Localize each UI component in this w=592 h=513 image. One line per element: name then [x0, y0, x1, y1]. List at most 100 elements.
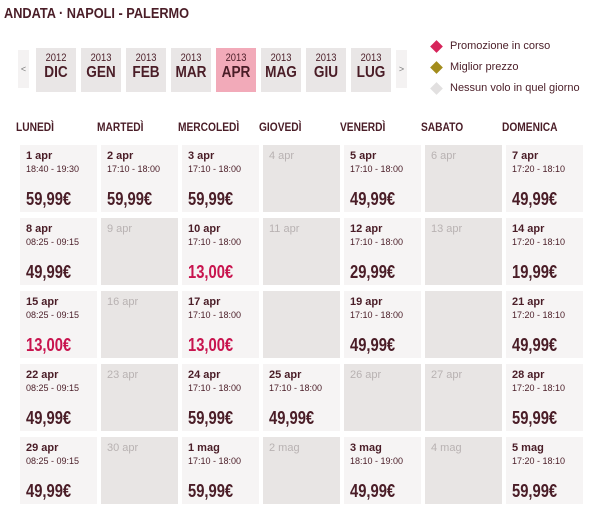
- date: 10 apr: [188, 223, 221, 235]
- day-cell: 9 apr: [101, 218, 178, 285]
- price: 49,99€: [269, 408, 315, 428]
- weekday: SABATO: [421, 120, 464, 134]
- price: 49,99€: [26, 262, 72, 282]
- year: 2013: [135, 52, 157, 64]
- year: 2013: [225, 52, 247, 64]
- day-cell[interactable]: 17 apr 17:10 - 18:00 13,00€: [182, 291, 259, 358]
- date: 2 mag: [269, 442, 300, 454]
- date: 9 apr: [107, 223, 133, 235]
- date: 26 apr: [350, 369, 382, 381]
- day-cell[interactable]: 10 apr 17:10 - 18:00 13,00€: [182, 218, 259, 285]
- day-cell[interactable]: 5 apr 17:10 - 18:00 49,99€: [344, 145, 421, 212]
- weekday: VENERDÌ: [340, 120, 386, 134]
- price: 13,00€: [188, 335, 234, 355]
- month-tab[interactable]: 2013 APR: [216, 48, 256, 92]
- month-tab[interactable]: 2013 GEN: [81, 48, 121, 92]
- month-tab[interactable]: 2013 LUG: [351, 48, 391, 92]
- price: 49,99€: [26, 408, 72, 428]
- day-cell[interactable]: 19 apr 17:10 - 18:00 49,99€: [344, 291, 421, 358]
- date: 1 mag: [188, 442, 220, 454]
- flight-time: 17:10 - 18:00: [188, 383, 242, 393]
- date: 22 apr: [26, 369, 59, 381]
- price: 59,99€: [512, 408, 558, 428]
- price: 13,00€: [26, 335, 72, 355]
- flight-time: 08:25 - 09:15: [26, 310, 80, 320]
- day-cell[interactable]: 3 mag 18:10 - 19:00 49,99€: [344, 437, 421, 504]
- day-cell: 4 apr: [263, 145, 340, 212]
- month: FEB: [132, 64, 160, 81]
- month-tab[interactable]: 2013 MAR: [171, 48, 211, 92]
- date: 15 apr: [26, 296, 59, 308]
- price: 59,99€: [188, 481, 234, 501]
- flight-time: 17:10 - 18:00: [350, 310, 404, 320]
- price: 59,99€: [107, 189, 153, 209]
- day-cell[interactable]: 29 apr 08:25 - 09:15 49,99€: [20, 437, 97, 504]
- weekday: LUNEDÌ: [16, 120, 54, 134]
- day-cell[interactable]: 2 apr 17:10 - 18:00 59,99€: [101, 145, 178, 212]
- date: 8 apr: [26, 223, 53, 235]
- month-tab[interactable]: 2013 FEB: [126, 48, 166, 92]
- legend-marker: [430, 61, 443, 74]
- flight-time: 08:25 - 09:15: [26, 237, 80, 247]
- day-cell: 4 mag: [425, 437, 502, 504]
- prev-arrow[interactable]: <: [18, 50, 29, 88]
- month: DIC: [44, 64, 68, 81]
- day-cell: 6 apr: [425, 145, 502, 212]
- price: 49,99€: [26, 481, 72, 501]
- price: 49,99€: [350, 335, 396, 355]
- day-cell[interactable]: 3 apr 17:10 - 18:00 59,99€: [182, 145, 259, 212]
- day-cell: 16 apr: [101, 291, 178, 358]
- price: 49,99€: [512, 335, 558, 355]
- month: GIU: [313, 64, 339, 81]
- date: 30 apr: [107, 442, 139, 454]
- price: 19,99€: [512, 262, 558, 282]
- date: 3 apr: [188, 150, 215, 162]
- day-cell[interactable]: 25 apr 17:10 - 18:00 49,99€: [263, 364, 340, 431]
- day-cell[interactable]: 1 mag 17:10 - 18:00 59,99€: [182, 437, 259, 504]
- day-cell[interactable]: 5 mag 17:20 - 18:10 59,99€: [506, 437, 583, 504]
- legend-label: Promozione in corso: [450, 40, 551, 52]
- weekday: MERCOLEDÌ: [178, 120, 240, 134]
- day-cell[interactable]: 1 apr 18:40 - 19:30 59,99€: [20, 145, 97, 212]
- flight-time: 17:10 - 18:00: [350, 164, 404, 174]
- date: 21 apr: [512, 296, 545, 308]
- flight-time: 17:20 - 18:10: [512, 310, 566, 320]
- day-cell[interactable]: 21 apr 17:20 - 18:10 49,99€: [506, 291, 583, 358]
- flight-time: 08:25 - 09:15: [26, 383, 80, 393]
- weekday: GIOVEDÌ: [259, 120, 302, 134]
- day-cell[interactable]: 15 apr 08:25 - 09:15 13,00€: [20, 291, 97, 358]
- year: 2012: [45, 52, 67, 64]
- year: 2013: [315, 52, 337, 64]
- year: 2013: [180, 52, 202, 64]
- day-cell[interactable]: 12 apr 17:10 - 18:00 29,99€: [344, 218, 421, 285]
- date: 7 apr: [512, 150, 539, 162]
- day-cell[interactable]: 7 apr 17:20 - 18:10 49,99€: [506, 145, 583, 212]
- day-cell[interactable]: 24 apr 17:10 - 18:00 59,99€: [182, 364, 259, 431]
- year: 2013: [360, 52, 382, 64]
- month-tab[interactable]: 2013 GIU: [306, 48, 346, 92]
- day-cell[interactable]: 8 apr 08:25 - 09:15 49,99€: [20, 218, 97, 285]
- date: 6 apr: [431, 150, 457, 162]
- flight-time: 17:10 - 18:00: [188, 237, 242, 247]
- day-cell: 30 apr: [101, 437, 178, 504]
- price: 49,99€: [350, 189, 396, 209]
- day-cell[interactable]: 28 apr 17:20 - 18:10 59,99€: [506, 364, 583, 431]
- price: 59,99€: [26, 189, 72, 209]
- price: 13,00€: [188, 262, 234, 282]
- flight-time: 17:20 - 18:10: [512, 456, 566, 466]
- flight-time: 17:10 - 18:00: [350, 237, 404, 247]
- date: 17 apr: [188, 296, 221, 308]
- day-cell[interactable]: 22 apr 08:25 - 09:15 49,99€: [20, 364, 97, 431]
- flight-time: 17:10 - 18:00: [188, 310, 242, 320]
- day-cell: 27 apr: [425, 364, 502, 431]
- date: 11 apr: [269, 223, 300, 235]
- month: GEN: [86, 64, 116, 81]
- next-arrow[interactable]: >: [396, 50, 407, 88]
- day-cell[interactable]: 14 apr 17:20 - 18:10 19,99€: [506, 218, 583, 285]
- month-tab[interactable]: 2012 DIC: [36, 48, 76, 92]
- date: 12 apr: [350, 223, 383, 235]
- date: 13 apr: [431, 223, 463, 235]
- flight-time: 08:25 - 09:15: [26, 456, 80, 466]
- month-tab[interactable]: 2013 MAG: [261, 48, 301, 92]
- weekday: DOMENICA: [502, 120, 558, 134]
